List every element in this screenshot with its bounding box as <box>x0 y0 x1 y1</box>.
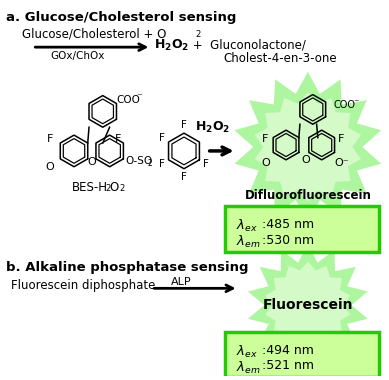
Text: Fluorescein: Fluorescein <box>263 298 353 312</box>
Text: $\lambda_{em}$: $\lambda_{em}$ <box>237 359 261 375</box>
Text: COO: COO <box>334 100 356 111</box>
Text: $\mathbf{H_2O_2}$: $\mathbf{H_2O_2}$ <box>154 38 189 53</box>
Text: GOx/ChOx: GOx/ChOx <box>50 51 105 61</box>
Text: +  Gluconolactone/: + Gluconolactone/ <box>189 38 306 51</box>
Text: $\lambda_{em}$: $\lambda_{em}$ <box>237 234 261 250</box>
Text: a. Glucose/Cholesterol sensing: a. Glucose/Cholesterol sensing <box>6 11 236 24</box>
Text: F: F <box>159 159 165 169</box>
Text: $\mathbf{H_2O_2}$: $\mathbf{H_2O_2}$ <box>195 120 230 135</box>
Text: F: F <box>338 134 345 144</box>
Text: 2: 2 <box>119 184 125 193</box>
Text: O⁻: O⁻ <box>334 158 349 168</box>
Text: F: F <box>47 134 53 144</box>
Text: 2: 2 <box>147 159 152 168</box>
Text: 2: 2 <box>196 30 201 40</box>
Text: O: O <box>46 162 54 172</box>
Text: F: F <box>203 159 209 169</box>
Polygon shape <box>255 93 361 201</box>
Text: Glucose/Cholesterol + O: Glucose/Cholesterol + O <box>23 27 167 40</box>
Text: Difluorofluorescein: Difluorofluorescein <box>244 190 371 203</box>
Text: Fluorescein diphosphate: Fluorescein diphosphate <box>11 279 155 293</box>
Text: ⁻: ⁻ <box>137 93 142 103</box>
Text: O: O <box>262 158 271 168</box>
Text: $\lambda_{ex}$: $\lambda_{ex}$ <box>237 344 258 360</box>
Text: $\lambda_{ex}$: $\lambda_{ex}$ <box>237 218 258 234</box>
Text: O: O <box>88 157 96 167</box>
Text: O: O <box>110 180 119 193</box>
Polygon shape <box>265 262 350 348</box>
Text: F: F <box>181 172 187 182</box>
Text: :494 nm: :494 nm <box>262 344 314 357</box>
Text: 2: 2 <box>106 184 111 193</box>
Text: b. Alkaline phosphatase sensing: b. Alkaline phosphatase sensing <box>6 261 248 274</box>
Text: F: F <box>159 133 165 143</box>
FancyBboxPatch shape <box>224 332 379 377</box>
Text: :485 nm: :485 nm <box>262 218 314 231</box>
Text: F: F <box>114 134 121 144</box>
Text: O-SO: O-SO <box>126 156 152 166</box>
Text: F: F <box>262 134 268 144</box>
FancyBboxPatch shape <box>224 206 379 252</box>
Text: ⁻: ⁻ <box>353 98 359 109</box>
Text: ALP: ALP <box>171 277 192 287</box>
Text: COO: COO <box>117 95 140 105</box>
Polygon shape <box>248 244 368 366</box>
Polygon shape <box>235 72 381 222</box>
Text: BES-H: BES-H <box>72 180 108 193</box>
Text: :521 nm: :521 nm <box>262 359 314 372</box>
Text: Cholest-4-en-3-one: Cholest-4-en-3-one <box>224 52 337 65</box>
Text: O: O <box>301 155 310 165</box>
Text: :530 nm: :530 nm <box>262 234 314 247</box>
Text: F: F <box>181 120 187 130</box>
